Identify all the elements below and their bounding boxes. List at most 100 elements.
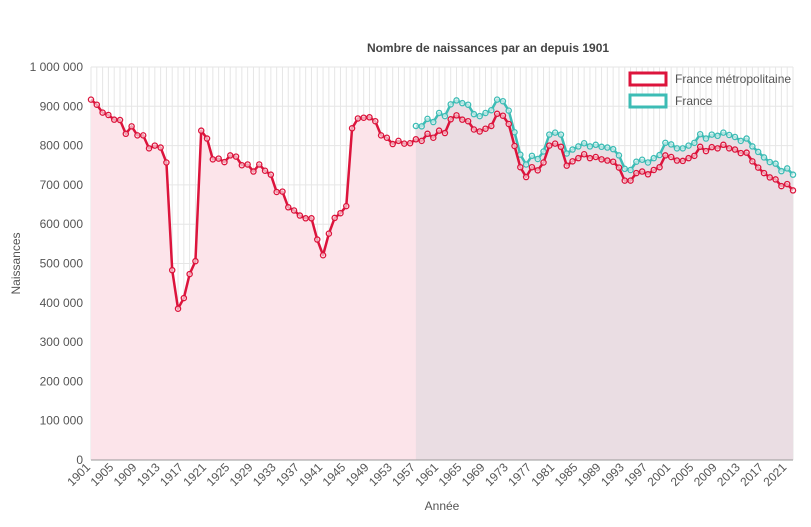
data-point-france-metropolitaine[interactable] xyxy=(302,215,309,222)
data-point-france-metropolitaine[interactable] xyxy=(778,182,785,190)
data-point-france-metropolitaine[interactable] xyxy=(696,143,704,151)
data-point-france[interactable] xyxy=(731,133,739,141)
data-point-france-metropolitaine[interactable] xyxy=(522,173,530,181)
data-point-france[interactable] xyxy=(604,144,611,151)
data-point-france-metropolitaine[interactable] xyxy=(192,257,199,265)
data-point-france-metropolitaine[interactable] xyxy=(319,251,327,259)
data-point-france[interactable] xyxy=(720,129,727,136)
data-point-france-metropolitaine[interactable] xyxy=(569,158,576,165)
data-point-france[interactable] xyxy=(441,112,449,120)
data-point-france[interactable] xyxy=(783,165,791,172)
legend-label-france[interactable]: France xyxy=(675,94,713,108)
data-point-france-metropolitaine[interactable] xyxy=(662,152,669,159)
data-point-france[interactable] xyxy=(580,139,588,147)
data-point-france[interactable] xyxy=(627,166,634,174)
data-point-france-metropolitaine[interactable] xyxy=(609,158,617,165)
data-point-france-metropolitaine[interactable] xyxy=(441,129,449,137)
data-point-france-metropolitaine[interactable] xyxy=(435,127,443,134)
data-point-france[interactable] xyxy=(447,101,454,108)
data-point-france-metropolitaine[interactable] xyxy=(464,117,472,125)
data-point-france-metropolitaine[interactable] xyxy=(99,109,106,116)
data-point-france[interactable] xyxy=(522,161,530,168)
data-point-france-metropolitaine[interactable] xyxy=(499,112,507,119)
data-point-france-metropolitaine[interactable] xyxy=(197,127,205,134)
data-point-france-metropolitaine[interactable] xyxy=(517,163,524,171)
data-point-france[interactable] xyxy=(505,107,512,114)
data-point-france-metropolitaine[interactable] xyxy=(128,123,135,130)
data-point-france-metropolitaine[interactable] xyxy=(134,132,141,139)
data-point-france[interactable] xyxy=(534,155,541,163)
data-point-france[interactable] xyxy=(702,135,710,142)
data-point-france-metropolitaine[interactable] xyxy=(314,236,321,243)
data-point-france-metropolitaine[interactable] xyxy=(679,157,687,165)
data-point-france[interactable] xyxy=(766,158,774,166)
data-point-france-metropolitaine[interactable] xyxy=(534,167,541,174)
data-point-france[interactable] xyxy=(679,145,687,152)
data-point-france-metropolitaine[interactable] xyxy=(447,116,454,123)
data-point-france-metropolitaine[interactable] xyxy=(714,145,721,152)
data-point-france[interactable] xyxy=(609,145,617,153)
data-point-france-metropolitaine[interactable] xyxy=(540,159,547,166)
data-point-france[interactable] xyxy=(667,141,675,148)
data-point-france-metropolitaine[interactable] xyxy=(691,152,698,160)
data-point-france[interactable] xyxy=(557,131,565,138)
data-point-france-metropolitaine[interactable] xyxy=(702,147,710,155)
data-point-france[interactable] xyxy=(772,160,779,167)
data-point-france[interactable] xyxy=(488,106,495,114)
data-point-france-metropolitaine[interactable] xyxy=(656,163,663,171)
legend-swatch-france[interactable] xyxy=(628,93,668,109)
data-point-france-metropolitaine[interactable] xyxy=(232,153,240,160)
data-point-france-metropolitaine[interactable] xyxy=(87,96,95,103)
data-point-france-metropolitaine[interactable] xyxy=(673,157,681,164)
data-point-france-metropolitaine[interactable] xyxy=(267,171,275,178)
data-point-france-metropolitaine[interactable] xyxy=(151,142,159,149)
data-point-france[interactable] xyxy=(546,131,553,138)
data-point-france-metropolitaine[interactable] xyxy=(754,164,762,171)
data-point-france-metropolitaine[interactable] xyxy=(308,215,315,222)
data-point-france-metropolitaine[interactable] xyxy=(139,132,147,139)
data-point-france[interactable] xyxy=(789,171,797,178)
data-point-france[interactable] xyxy=(569,146,576,153)
data-point-france-metropolitaine[interactable] xyxy=(638,168,646,175)
data-point-france-metropolitaine[interactable] xyxy=(482,125,489,132)
data-point-france-metropolitaine[interactable] xyxy=(493,110,501,118)
data-point-france[interactable] xyxy=(493,96,501,103)
data-point-france-metropolitaine[interactable] xyxy=(424,130,431,138)
data-point-france-metropolitaine[interactable] xyxy=(453,112,460,119)
data-point-france[interactable] xyxy=(476,112,483,120)
data-point-france-metropolitaine[interactable] xyxy=(783,180,791,188)
data-point-france[interactable] xyxy=(482,109,489,117)
data-point-france-metropolitaine[interactable] xyxy=(395,137,402,145)
data-point-france[interactable] xyxy=(691,139,698,147)
data-point-france[interactable] xyxy=(656,151,663,159)
data-point-france[interactable] xyxy=(638,156,646,163)
data-point-france[interactable] xyxy=(540,148,547,155)
data-point-france-metropolitaine[interactable] xyxy=(598,156,605,163)
data-point-france-metropolitaine[interactable] xyxy=(354,115,362,122)
data-point-france-metropolitaine[interactable] xyxy=(383,134,391,141)
data-point-france-metropolitaine[interactable] xyxy=(505,120,512,128)
data-point-france-metropolitaine[interactable] xyxy=(406,139,414,147)
data-point-france-metropolitaine[interactable] xyxy=(528,163,536,171)
data-point-france-metropolitaine[interactable] xyxy=(186,270,193,278)
data-point-france-metropolitaine[interactable] xyxy=(743,149,750,156)
data-point-france-metropolitaine[interactable] xyxy=(163,159,170,166)
data-point-france-metropolitaine[interactable] xyxy=(180,294,188,302)
data-point-france-metropolitaine[interactable] xyxy=(337,209,344,217)
data-point-france[interactable] xyxy=(551,129,559,136)
data-point-france-metropolitaine[interactable] xyxy=(685,154,692,162)
data-point-france[interactable] xyxy=(754,148,762,156)
data-point-france-metropolitaine[interactable] xyxy=(273,188,280,196)
data-point-france-metropolitaine[interactable] xyxy=(261,167,269,174)
data-point-france-metropolitaine[interactable] xyxy=(93,101,101,108)
data-point-france-metropolitaine[interactable] xyxy=(667,153,675,161)
data-point-france[interactable] xyxy=(453,97,460,104)
data-point-france-metropolitaine[interactable] xyxy=(226,152,234,159)
data-point-france[interactable] xyxy=(592,141,599,149)
data-point-france-metropolitaine[interactable] xyxy=(737,149,745,157)
data-point-france-metropolitaine[interactable] xyxy=(708,143,716,151)
data-point-france-metropolitaine[interactable] xyxy=(238,161,246,169)
data-point-france-metropolitaine[interactable] xyxy=(290,207,298,214)
data-point-france[interactable] xyxy=(621,165,629,173)
data-point-france-metropolitaine[interactable] xyxy=(470,126,478,133)
